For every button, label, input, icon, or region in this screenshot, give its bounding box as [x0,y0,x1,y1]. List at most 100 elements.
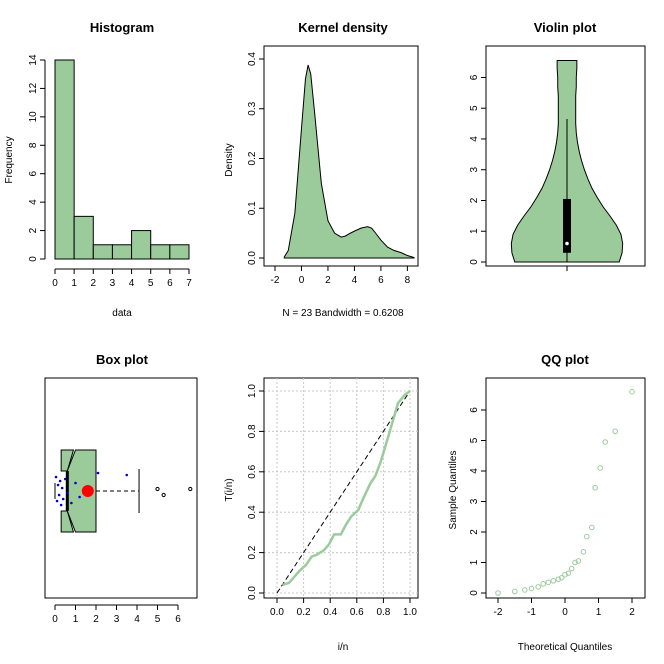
ttt-y-tick-label: 0.8 [247,424,258,438]
density-area [283,64,415,259]
density-title: Kernel density [298,20,388,35]
histogram-y-tick-label: 6 [28,170,39,176]
histogram-xlabel: data [112,308,132,319]
ttt-curve [281,390,411,587]
boxplot-jitter-point [58,479,62,483]
ttt-y-tick-label: 0.4 [247,505,258,519]
qq-y-tick-label: 0 [469,590,480,596]
ttt-y-tick-label: 0.0 [247,586,258,600]
qq-point [629,388,635,395]
boxplot-panel: Box plot 0 1 2 3 4 5 6 [44,352,198,625]
boxplot-jitter-point [61,497,65,501]
boxplot-jitter-point [74,481,77,485]
ttt-ylabel: T(i/n) [224,478,235,501]
qq-point [568,565,575,572]
qq-point [540,581,547,587]
ttt-reference-line [276,390,411,594]
ttt-panel: i/n T(i/n) 0.0 0.2 0.4 0.6 0.8 1.0 0.0 0.2 0.4 0.… [224,377,419,653]
ttt-x-tick-label: 0.8 [376,607,390,618]
qq-point [558,574,565,581]
histogram-y-tick-label: 14 [28,54,39,66]
qq-point [550,578,557,584]
histogram-x-tick-label: 2 [91,278,97,289]
boxplot-jitter-point [55,499,59,503]
boxplot-x-tick-label: 3 [114,614,120,625]
histogram-bar [54,59,75,260]
qq-x-tick-label: 2 [629,607,635,618]
histogram-bar [92,244,113,260]
qq-point [572,559,578,566]
violin-y-tick-label: 0 [469,259,480,265]
qq-x-tick-label: -2 [494,607,503,618]
boxplot-jitter-point [63,477,67,481]
density-x-tick-label: 0 [299,275,305,286]
histogram-bar [150,244,171,260]
density-y-tick-label: 0.2 [247,151,258,165]
qq-y-tick-label: 5 [469,437,480,443]
qq-x-tick-label: 1 [596,607,602,618]
ttt-x-tick-label: 0.0 [270,607,284,618]
qq-xlabel: Theoretical Quantiles [518,642,613,653]
violin-median [565,241,569,246]
qq-point [612,428,619,435]
violin-y-tick-label: 4 [469,136,480,142]
histogram-x-tick-label: 6 [167,278,173,289]
boxplot-x-tick-label: 2 [93,614,99,625]
density-xlabel: N = 23 Bandwidth = 0.6208 [282,308,404,319]
density-y-tick-label: 0.1 [247,201,258,215]
qq-point [602,439,609,445]
boxplot-jitter-point [125,473,129,477]
violin-box [563,198,571,253]
boxplot-jitter-point [78,495,81,499]
histogram-x-tick-label: 0 [52,278,58,289]
boxplot-x-tick-label: 1 [73,614,79,625]
histogram-y-tick-label: 2 [28,227,39,233]
histogram-x-tick-label: 7 [186,278,192,289]
qq-y-tick-label: 6 [469,407,480,413]
density-x-tick-label: 4 [352,275,358,286]
boxplot-title: Box plot [96,352,149,367]
boxplot-outlier [161,492,166,498]
qq-point [522,587,528,593]
density-x-tick-label: -2 [271,275,280,286]
boxplot-jitter-point [54,475,58,479]
qq-point [528,585,535,592]
boxplot-outlier [155,486,160,492]
boxplot-x-tick-label: 4 [134,614,140,625]
boxplot-mean-marker [81,485,94,497]
violin-y-tick-label: 6 [469,74,480,80]
boxplot-outlier [188,486,193,492]
boxplot-jitter-point [57,493,61,497]
density-y-tick-label: 0.3 [247,101,258,115]
qq-point [592,484,598,491]
ttt-xlabel: i/n [338,642,349,653]
histogram-y-tick-label: 0 [28,256,39,262]
boxplot-x-tick-label: 0 [52,614,58,625]
boxplot-frame [44,377,198,599]
qq-y-tick-label: 4 [469,468,480,474]
qq-x-tick-label: -1 [527,607,536,618]
histogram-y-tick-label: 8 [28,142,39,148]
ttt-x-tick-label: 0.4 [323,607,337,618]
qq-point [575,558,582,564]
density-y-tick-label: 0.0 [247,251,258,265]
ttt-x-tick-label: 1.0 [403,607,417,618]
ttt-x-tick-label: 0.6 [350,607,364,618]
violin-panel: Violin plot 0 1 2 3 4 5 6 [469,20,646,271]
histogram-ylabel: Frequency [4,136,15,183]
qq-panel: QQ plot Theoretical Quantiles Sample Qua… [448,352,646,653]
qq-point [545,579,552,586]
qq-point [511,588,518,595]
histogram-y-tick-label: 10 [28,111,39,123]
density-panel: Kernel density N = 23 Bandwidth = 0.6208… [224,20,419,319]
qq-point [565,570,572,576]
qq-point [580,549,587,555]
qq-point [495,590,501,596]
histogram-panel: Histogram data Frequency 0 1 2 3 4 5 6 70246810… [4,20,192,319]
violin-y-tick-label: 1 [469,228,480,234]
qq-plot-frame [485,377,646,599]
histogram-y-tick-label: 4 [28,199,39,205]
ttt-y-tick-label: 0.2 [247,545,258,559]
boxplot-jitter-point [66,491,69,495]
